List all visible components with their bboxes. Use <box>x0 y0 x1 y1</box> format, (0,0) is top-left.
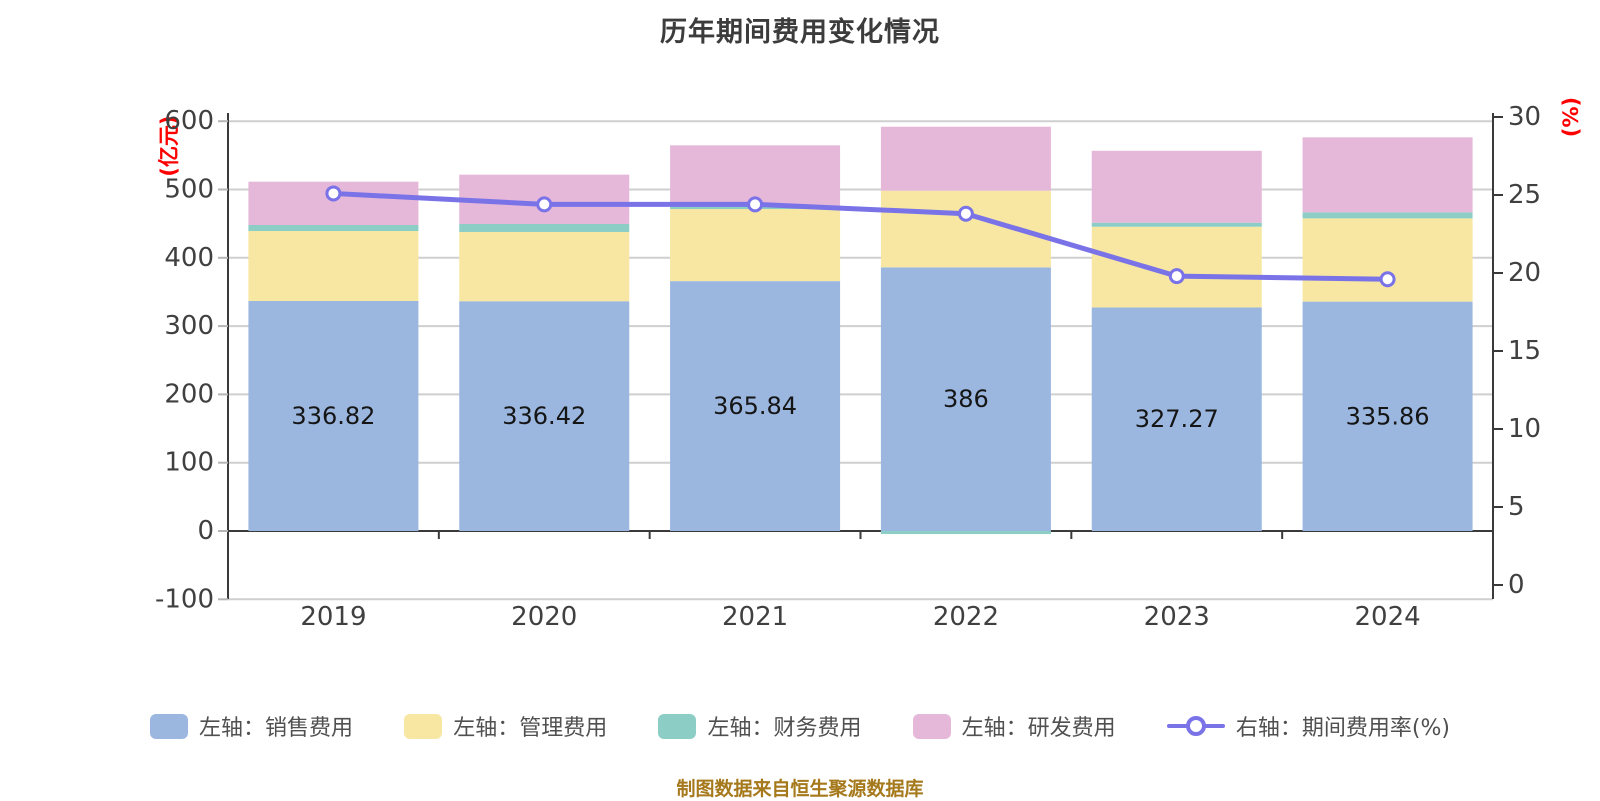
right-axis-tick-label: 0 <box>1508 570 1525 600</box>
bar-segment-finance[interactable] <box>459 223 630 232</box>
legend-item-admin[interactable]: 左轴：管理费用 <box>404 710 607 742</box>
legend-item-label: 左轴：销售费用 <box>199 716 354 741</box>
left-axis-tick-label: 0 <box>197 516 214 546</box>
bar-segment-admin[interactable] <box>1091 226 1262 308</box>
right-axis-tick-label: 5 <box>1508 492 1525 522</box>
x-axis-category-label: 2024 <box>1354 602 1420 632</box>
line-marker[interactable] <box>1168 268 1185 285</box>
expense-ratio-line[interactable] <box>330 190 1391 282</box>
plot-area: 600 500 400 300 200 100 0 -100 30 25 20 15 10 5 0 2019 2… <box>155 102 1541 632</box>
bar-value-label: 365.84 <box>713 392 797 420</box>
legend-item-rd[interactable]: 左轴：研发费用 <box>912 710 1116 742</box>
x-axis-category-label: 2022 <box>933 602 999 632</box>
legend: 左轴：销售费用 左轴：管理费用 左轴：财务费用 左轴：研发费用 右轴：期间费用率(%) <box>150 708 1450 744</box>
left-axis-tick-label: -100 <box>155 584 214 614</box>
line-marker[interactable] <box>957 205 974 222</box>
bar-segment-finance[interactable] <box>1091 222 1262 227</box>
bar-segment-sales[interactable] <box>880 267 1051 531</box>
legend-item-label: 左轴：管理费用 <box>453 716 608 741</box>
legend-item-label: 左轴：财务费用 <box>707 716 862 741</box>
x-axis-category-label: 2020 <box>511 602 577 632</box>
left-axis-tick-label: 200 <box>164 379 214 409</box>
x-axis-category-label: 2021 <box>722 602 788 632</box>
bar-segment-sales[interactable] <box>459 301 630 531</box>
bar-value-label: 336.82 <box>291 402 375 430</box>
bar-segment-admin[interactable] <box>248 231 419 301</box>
legend-swatch <box>150 713 188 739</box>
bar-value-label: 327.27 <box>1135 405 1219 433</box>
legend-swatch <box>404 713 443 739</box>
left-axis-tick-label: 600 <box>164 106 214 136</box>
legend-swatch <box>912 713 951 739</box>
legend-item-sales[interactable]: 左轴：销售费用 <box>150 710 353 742</box>
line-marker[interactable] <box>536 196 553 213</box>
bar-segment-sales[interactable] <box>1302 301 1473 531</box>
left-axis-tick-label: 500 <box>164 175 214 205</box>
x-axis-category-label: 2019 <box>300 602 366 632</box>
legend-swatch <box>658 713 697 739</box>
legend-item-finance[interactable]: 左轴：财务费用 <box>658 710 861 742</box>
legend-item-ratio[interactable]: 右轴：期间费用率(%) <box>1166 710 1450 742</box>
bar-segment-sales[interactable] <box>1091 307 1262 531</box>
right-axis-tick-label: 20 <box>1508 258 1541 288</box>
right-axis-tick-label: 30 <box>1508 102 1541 132</box>
bar-segment-finance[interactable] <box>248 225 419 232</box>
bar-value-label: 336.42 <box>502 402 586 430</box>
left-axis-tick-label: 300 <box>164 311 214 341</box>
bar-segment-rd[interactable] <box>670 145 841 207</box>
x-axis-category-label: 2023 <box>1144 602 1210 632</box>
legend-line-marker-symbol <box>1166 715 1225 737</box>
right-axis-tick-label: 10 <box>1508 414 1541 444</box>
bar-segment-rd[interactable] <box>880 126 1051 191</box>
bar-segment-finance[interactable] <box>1302 212 1473 219</box>
right-axis-tick-label: 15 <box>1508 336 1541 366</box>
line-marker[interactable] <box>325 185 342 202</box>
legend-item-label: 右轴：期间费用率(%) <box>1235 716 1450 741</box>
bar-segment-admin[interactable] <box>459 231 630 302</box>
line-marker[interactable] <box>1379 271 1396 288</box>
bar-value-label: 335.86 <box>1346 402 1430 430</box>
bar-segment-rd[interactable] <box>1302 137 1473 213</box>
data-source-note: 制图数据来自恒生聚源数据库 <box>676 778 924 800</box>
left-axis-tick-label: 100 <box>164 448 214 478</box>
bar-segment-finance[interactable] <box>880 531 1051 535</box>
bar-value-label: 386 <box>943 385 989 413</box>
line-marker[interactable] <box>747 196 764 213</box>
legend-item-label: 左轴：研发费用 <box>961 716 1116 741</box>
chart-title: 历年期间费用变化情况 <box>660 17 940 48</box>
right-axis-tick-label: 25 <box>1508 180 1541 210</box>
left-axis-tick-label: 400 <box>164 243 214 273</box>
bar-segment-sales[interactable] <box>670 281 841 531</box>
bar-segment-admin[interactable] <box>1302 218 1473 302</box>
bar-segment-sales[interactable] <box>248 300 419 531</box>
bar-segment-rd[interactable] <box>1091 150 1262 223</box>
bar-segment-admin[interactable] <box>670 209 841 282</box>
